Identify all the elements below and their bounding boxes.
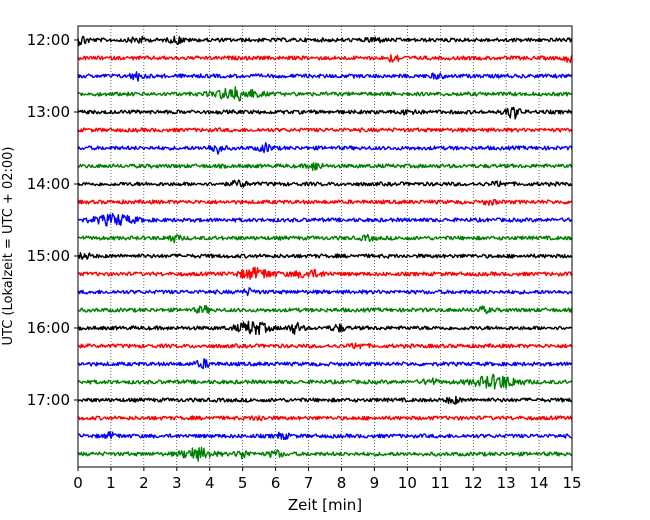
trace-12-00 [77,35,573,47]
trace-16-30 [77,358,573,370]
trace-17-45 [77,446,573,462]
y-tick-label: 16:00 [27,319,70,337]
y-tick-label: 13:00 [27,103,70,121]
trace-13-45 [77,162,573,172]
x-tick-label: 5 [238,474,248,492]
x-tick-label: 9 [370,474,380,492]
trace-15-15 [77,266,573,280]
trace-16-15 [77,342,573,350]
y-tick-label: 17:00 [27,391,70,409]
x-axis-label: Zeit [min] [288,496,362,514]
y-axis-ticks: 12:00 13:00 14:00 15:00 16:00 17:00 [27,31,78,409]
x-tick-label: 12 [464,474,483,492]
trace-17-15 [77,415,573,422]
y-tick-label: 12:00 [27,31,70,49]
trace-17-30 [77,430,573,441]
trace-12-15 [77,54,573,64]
trace-13-15 [77,127,573,133]
trace-17-00 [77,395,573,405]
trace-12-45 [77,86,573,102]
trace-13-30 [77,142,573,155]
x-tick-label: 15 [562,474,581,492]
x-tick-label: 14 [530,474,549,492]
x-tick-label: 11 [431,474,450,492]
trace-15-00 [77,252,573,260]
trace-14-15 [77,198,573,206]
x-axis-ticks: 0 1 2 3 4 5 6 7 8 9 10 11 12 13 14 15 [73,467,582,492]
trace-14-45 [77,233,573,244]
y-axis-label: UTC (Lokalzeit = UTC + 02:00) [1,147,16,346]
trace-15-30 [77,287,573,297]
x-tick-label: 0 [73,474,83,492]
x-tick-label: 8 [337,474,347,492]
x-tick-label: 3 [172,474,182,492]
x-tick-label: 6 [271,474,281,492]
trace-16-45 [77,373,573,390]
x-tick-label: 2 [139,474,149,492]
y-tick-label: 15:00 [27,247,70,265]
x-tick-label: 13 [497,474,516,492]
trace-group [77,35,573,462]
x-tick-label: 10 [398,474,417,492]
x-tick-label: 1 [106,474,116,492]
y-tick-label: 14:00 [27,175,70,193]
trace-13-00 [77,106,573,120]
trace-14-00 [77,179,573,188]
trace-12-30 [77,71,573,82]
x-tick-label: 4 [205,474,215,492]
plot-frame [77,25,573,468]
trace-14-30 [77,212,573,227]
trace-15-45 [77,304,573,315]
x-tick-label: 7 [304,474,314,492]
trace-16-00 [77,320,573,336]
